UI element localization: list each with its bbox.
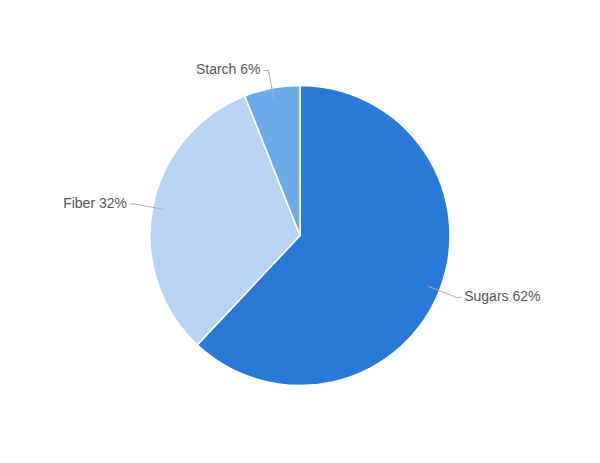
pie-chart: Sugars 62% Fiber 32% Starch 6% <box>0 0 600 463</box>
labels: Sugars 62% Fiber 32% Starch 6% <box>63 61 540 304</box>
leader-line <box>456 297 461 298</box>
leader-line <box>135 204 164 210</box>
pie-slice <box>245 86 300 236</box>
slice-label: Sugars 62% <box>464 288 540 304</box>
chart-container: Sugars 62% Fiber 32% Starch 6% <box>0 0 600 463</box>
slice-label: Starch 6% <box>196 61 261 77</box>
leader-line <box>269 70 275 99</box>
slice-label: Fiber 32% <box>63 195 127 211</box>
leader-line <box>264 70 269 71</box>
leader-line <box>130 204 135 205</box>
leader-lines <box>130 70 461 297</box>
leader-line <box>428 286 456 297</box>
slices <box>150 86 450 386</box>
